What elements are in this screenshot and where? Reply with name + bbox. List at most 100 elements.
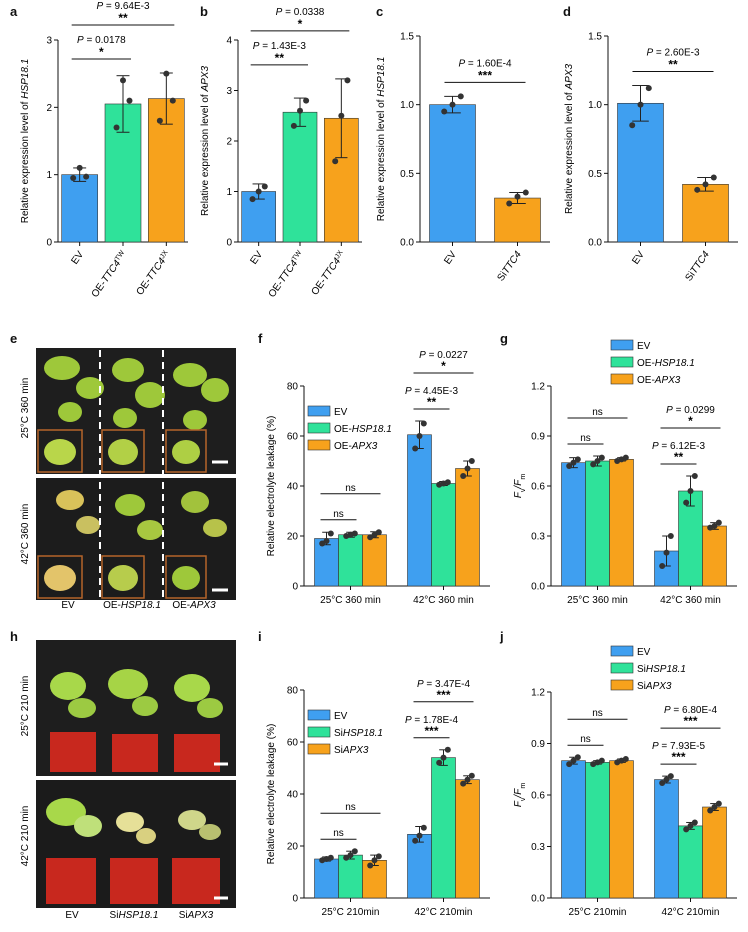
legend-label-part-1: HSP18.1 bbox=[343, 728, 383, 739]
legend-label: SiAPX3 bbox=[637, 681, 672, 692]
x-tick-label-part-2: JX bbox=[334, 249, 345, 260]
bar bbox=[609, 459, 634, 587]
data-point bbox=[566, 463, 573, 469]
chart-f: 0 20 40 60 80 Relative electrolyte leakage (%… bbox=[266, 350, 490, 606]
legend-label-part-0: OE- bbox=[637, 358, 655, 369]
bar bbox=[241, 191, 276, 243]
y-axis-label-f: F bbox=[513, 491, 524, 498]
data-point bbox=[506, 200, 513, 207]
data-point bbox=[156, 117, 163, 124]
y-axis-label-slash-f: /F bbox=[513, 788, 524, 799]
row-label-42c-360: 42°C 360 min bbox=[20, 504, 31, 565]
p-value-symbol: P bbox=[253, 41, 260, 52]
significance-stars: ** bbox=[668, 57, 678, 71]
data-point bbox=[683, 499, 690, 506]
data-point bbox=[255, 188, 262, 195]
y-tick-label: 40 bbox=[287, 790, 299, 801]
bar bbox=[338, 534, 363, 587]
bar bbox=[429, 104, 476, 243]
y-axis-label-part-0: Relative expression level of bbox=[20, 99, 31, 224]
chart-a: 0 1 2 3 Relative expression level of HSP18.1… bbox=[20, 1, 188, 300]
row-label-25c-210: 25°C 210 min bbox=[20, 676, 31, 737]
data-point bbox=[663, 549, 670, 556]
significance-stars: ns bbox=[333, 509, 344, 520]
data-point bbox=[412, 837, 419, 844]
x-tick-label-part-1: TTC4 bbox=[320, 256, 344, 283]
p-value-label: P = 2.60E-3 bbox=[646, 47, 700, 58]
data-point bbox=[126, 97, 133, 104]
legend-label-part-0: Si bbox=[637, 664, 646, 675]
significance-stars: ** bbox=[427, 395, 437, 409]
y-axis-label-part-0: Relative expression level of bbox=[376, 97, 387, 222]
p-value-symbol: P bbox=[646, 47, 653, 58]
panel-letter-g: g bbox=[500, 331, 508, 346]
photo-e-label-0: EV bbox=[61, 600, 75, 611]
legend-label-part-0: Si bbox=[334, 745, 343, 756]
row-label-25c-360: 25°C 360 min bbox=[20, 378, 31, 439]
y-tick-label: 0.0 bbox=[400, 238, 414, 249]
row-label-42c-210: 42°C 210 min bbox=[20, 806, 31, 867]
legend-swatch bbox=[610, 662, 634, 674]
x-tick-label: EV bbox=[630, 249, 647, 267]
legend-label: OE-APX3 bbox=[637, 375, 681, 386]
photo-h-label-0: EV bbox=[65, 910, 79, 921]
significance-stars: *** bbox=[478, 68, 492, 82]
data-point bbox=[594, 458, 601, 464]
significance-stars: ** bbox=[275, 51, 285, 65]
p-value-label: P = 4.45E-3 bbox=[405, 386, 459, 397]
x-tick-label: OE-TTC4TW bbox=[266, 249, 306, 300]
y-axis-label-m: m bbox=[520, 474, 527, 480]
photo-panel-e: 25°C 360 min 42°C 360 min EV OE-HSP18.1 … bbox=[20, 348, 236, 611]
legend-label: OE-HSP18.1 bbox=[637, 358, 695, 369]
panel-letter-d: d bbox=[563, 4, 571, 19]
x-tick-label-part-0: EV bbox=[69, 249, 86, 267]
panel-letter-h: h bbox=[10, 629, 18, 644]
x-tick-label-part-0: EV bbox=[442, 249, 459, 267]
legend-label-part-0: OE- bbox=[334, 424, 352, 435]
photo-e-label-2: OE-APX3 bbox=[172, 600, 216, 611]
data-point bbox=[416, 433, 423, 439]
plants-h-bottom bbox=[46, 798, 221, 904]
p-value-label: P = 6.12E-3 bbox=[652, 441, 706, 452]
plants-h-top bbox=[50, 669, 223, 772]
bar bbox=[682, 184, 729, 243]
y-tick-label: 80 bbox=[287, 382, 299, 393]
panel-letter-i: i bbox=[258, 629, 262, 644]
bar bbox=[654, 779, 679, 899]
y-axis-label-part-0: Relative expression level of bbox=[564, 90, 575, 215]
legend-label-part-0: EV bbox=[637, 647, 651, 658]
data-point bbox=[460, 473, 467, 479]
p-value-text: = 4.45E-3 bbox=[412, 386, 459, 397]
y-tick-label: 0.9 bbox=[531, 739, 545, 750]
inset-boxes-e bbox=[37, 429, 207, 599]
data-point bbox=[261, 183, 268, 190]
legend-label: SiHSP18.1 bbox=[637, 664, 686, 675]
y-tick-label: 0 bbox=[226, 238, 232, 249]
x-tick-label-part-2: JX bbox=[159, 249, 170, 260]
significance-stars: ns bbox=[345, 802, 356, 813]
legend-label: SiHSP18.1 bbox=[334, 728, 383, 739]
legend-swatch bbox=[307, 405, 331, 417]
data-point bbox=[440, 754, 447, 761]
chart-i: 0 20 40 60 80 Relative electrolyte leakage (%… bbox=[266, 679, 490, 918]
data-point bbox=[629, 122, 636, 129]
y-tick-label: 1.2 bbox=[531, 382, 545, 393]
x-tick-label: OE-TTC4JX bbox=[309, 249, 348, 298]
significance-stars: ns bbox=[580, 734, 591, 745]
p-value-label: P = 9.64E-3 bbox=[96, 1, 150, 12]
legend-swatch bbox=[307, 422, 331, 434]
bar bbox=[678, 825, 703, 899]
data-point bbox=[367, 862, 374, 869]
x-tick-label-part-0: EV bbox=[248, 249, 265, 267]
bar bbox=[282, 111, 318, 243]
x-group-label: 42°C 210min bbox=[415, 907, 473, 918]
x-tick-label: OE-TTC4JX bbox=[134, 249, 173, 298]
p-value-text: = 6.80E-4 bbox=[671, 705, 718, 716]
legend-swatch bbox=[307, 743, 331, 755]
x-group-label: 25°C 210min bbox=[569, 907, 627, 918]
data-point bbox=[323, 538, 330, 544]
chart-c: 0.0 0.5 1.0 1.5 Relative expression level of… bbox=[376, 32, 550, 283]
significance-stars: *** bbox=[424, 724, 438, 738]
p-value-text: = 0.0178 bbox=[84, 35, 126, 46]
legend-swatch bbox=[307, 439, 331, 451]
